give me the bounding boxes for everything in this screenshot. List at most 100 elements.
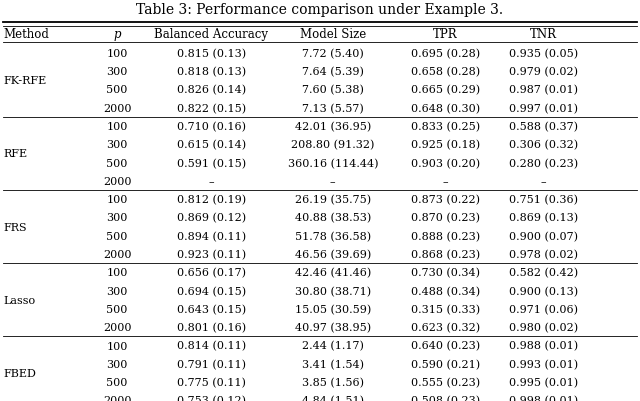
Text: 51.78 (36.58): 51.78 (36.58) xyxy=(295,231,371,241)
Text: 0.980 (0.02): 0.980 (0.02) xyxy=(509,322,579,332)
Text: 0.814 (0.11): 0.814 (0.11) xyxy=(177,340,246,351)
Text: 0.888 (0.23): 0.888 (0.23) xyxy=(410,231,480,241)
Text: 15.05 (30.59): 15.05 (30.59) xyxy=(294,304,371,314)
Text: 3.85 (1.56): 3.85 (1.56) xyxy=(302,377,364,387)
Text: 0.822 (0.15): 0.822 (0.15) xyxy=(177,103,246,113)
Text: 0.993 (0.01): 0.993 (0.01) xyxy=(509,359,579,369)
Text: 0.306 (0.32): 0.306 (0.32) xyxy=(509,140,579,150)
Text: 0.826 (0.14): 0.826 (0.14) xyxy=(177,85,246,95)
Text: 2.44 (1.17): 2.44 (1.17) xyxy=(302,340,364,351)
Text: 40.97 (38.95): 40.97 (38.95) xyxy=(295,322,371,332)
Text: 0.315 (0.33): 0.315 (0.33) xyxy=(410,304,480,314)
Text: 0.640 (0.23): 0.640 (0.23) xyxy=(410,340,480,351)
Text: 100: 100 xyxy=(106,122,128,132)
Text: 0.988 (0.01): 0.988 (0.01) xyxy=(509,340,579,351)
Text: 0.987 (0.01): 0.987 (0.01) xyxy=(509,85,578,95)
Text: 0.971 (0.06): 0.971 (0.06) xyxy=(509,304,578,314)
Text: 0.868 (0.23): 0.868 (0.23) xyxy=(410,249,480,259)
Text: 500: 500 xyxy=(106,377,128,387)
Text: 300: 300 xyxy=(106,286,128,296)
Text: RFE: RFE xyxy=(3,149,28,159)
Text: 2000: 2000 xyxy=(103,322,131,332)
Text: 0.869 (0.13): 0.869 (0.13) xyxy=(509,213,579,223)
Text: 0.903 (0.20): 0.903 (0.20) xyxy=(410,158,480,168)
Text: 2000: 2000 xyxy=(103,176,131,186)
Text: 0.582 (0.42): 0.582 (0.42) xyxy=(509,267,579,278)
Text: 0.815 (0.13): 0.815 (0.13) xyxy=(177,49,246,59)
Text: 0.508 (0.23): 0.508 (0.23) xyxy=(410,395,480,401)
Text: 0.588 (0.37): 0.588 (0.37) xyxy=(509,122,578,132)
Text: 0.900 (0.07): 0.900 (0.07) xyxy=(509,231,578,241)
Text: 0.643 (0.15): 0.643 (0.15) xyxy=(177,304,246,314)
Text: 0.656 (0.17): 0.656 (0.17) xyxy=(177,267,246,278)
Text: p: p xyxy=(113,28,121,41)
Text: FRS: FRS xyxy=(3,222,27,232)
Text: FBED: FBED xyxy=(3,368,36,378)
Text: 500: 500 xyxy=(106,304,128,314)
Text: 0.753 (0.12): 0.753 (0.12) xyxy=(177,395,246,401)
Text: 0.590 (0.21): 0.590 (0.21) xyxy=(410,359,480,369)
Text: 500: 500 xyxy=(106,85,128,95)
Text: Model Size: Model Size xyxy=(300,28,366,41)
Text: 7.60 (5.38): 7.60 (5.38) xyxy=(302,85,364,95)
Text: 40.88 (38.53): 40.88 (38.53) xyxy=(294,213,371,223)
Text: 0.894 (0.11): 0.894 (0.11) xyxy=(177,231,246,241)
Text: –: – xyxy=(330,176,335,186)
Text: 300: 300 xyxy=(106,359,128,369)
Text: 0.995 (0.01): 0.995 (0.01) xyxy=(509,377,579,387)
Text: 0.751 (0.36): 0.751 (0.36) xyxy=(509,194,578,205)
Text: 300: 300 xyxy=(106,67,128,77)
Text: 4.84 (1.51): 4.84 (1.51) xyxy=(302,395,364,401)
Text: 7.64 (5.39): 7.64 (5.39) xyxy=(302,67,364,77)
Text: 0.555 (0.23): 0.555 (0.23) xyxy=(410,377,480,387)
Text: 0.900 (0.13): 0.900 (0.13) xyxy=(509,286,579,296)
Text: 0.488 (0.34): 0.488 (0.34) xyxy=(410,286,480,296)
Text: 0.648 (0.30): 0.648 (0.30) xyxy=(410,103,480,113)
Text: 0.775 (0.11): 0.775 (0.11) xyxy=(177,377,246,387)
Text: 0.923 (0.11): 0.923 (0.11) xyxy=(177,249,246,259)
Text: 0.623 (0.32): 0.623 (0.32) xyxy=(410,322,480,332)
Text: 0.925 (0.18): 0.925 (0.18) xyxy=(410,140,480,150)
Text: 0.615 (0.14): 0.615 (0.14) xyxy=(177,140,246,150)
Text: TNR: TNR xyxy=(530,28,557,41)
Text: 42.01 (36.95): 42.01 (36.95) xyxy=(294,122,371,132)
Text: TPR: TPR xyxy=(433,28,458,41)
Text: 0.998 (0.01): 0.998 (0.01) xyxy=(509,395,579,401)
Text: Lasso: Lasso xyxy=(3,295,35,305)
Text: –: – xyxy=(541,176,547,186)
Text: 42.46 (41.46): 42.46 (41.46) xyxy=(294,267,371,278)
Text: 208.80 (91.32): 208.80 (91.32) xyxy=(291,140,374,150)
Text: 0.801 (0.16): 0.801 (0.16) xyxy=(177,322,246,332)
Text: Balanced Accuracy: Balanced Accuracy xyxy=(154,28,268,41)
Text: 500: 500 xyxy=(106,231,128,241)
Text: 360.16 (114.44): 360.16 (114.44) xyxy=(287,158,378,168)
Text: 0.694 (0.15): 0.694 (0.15) xyxy=(177,286,246,296)
Text: 46.56 (39.69): 46.56 (39.69) xyxy=(294,249,371,259)
Text: 2000: 2000 xyxy=(103,103,131,113)
Text: 0.979 (0.02): 0.979 (0.02) xyxy=(509,67,578,77)
Text: 26.19 (35.75): 26.19 (35.75) xyxy=(295,194,371,205)
Text: 0.730 (0.34): 0.730 (0.34) xyxy=(411,267,479,278)
Text: 2000: 2000 xyxy=(103,395,131,401)
Text: –: – xyxy=(442,176,448,186)
Text: 3.41 (1.54): 3.41 (1.54) xyxy=(302,359,364,369)
Text: 0.870 (0.23): 0.870 (0.23) xyxy=(411,213,479,223)
Text: FK-RFE: FK-RFE xyxy=(3,76,47,86)
Text: 0.873 (0.22): 0.873 (0.22) xyxy=(411,194,479,205)
Text: 0.710 (0.16): 0.710 (0.16) xyxy=(177,122,246,132)
Text: 0.791 (0.11): 0.791 (0.11) xyxy=(177,359,246,369)
Text: 100: 100 xyxy=(106,49,128,59)
Text: 0.658 (0.28): 0.658 (0.28) xyxy=(410,67,480,77)
Text: 0.978 (0.02): 0.978 (0.02) xyxy=(509,249,578,259)
Text: 0.591 (0.15): 0.591 (0.15) xyxy=(177,158,246,168)
Text: 100: 100 xyxy=(106,195,128,205)
Text: 300: 300 xyxy=(106,213,128,223)
Text: 0.935 (0.05): 0.935 (0.05) xyxy=(509,49,579,59)
Text: 7.72 (5.40): 7.72 (5.40) xyxy=(302,49,364,59)
Text: 0.997 (0.01): 0.997 (0.01) xyxy=(509,103,578,113)
Text: 0.833 (0.25): 0.833 (0.25) xyxy=(410,122,480,132)
Text: Table 3: Performance comparison under Example 3.: Table 3: Performance comparison under Ex… xyxy=(136,3,504,17)
Text: 500: 500 xyxy=(106,158,128,168)
Text: 0.695 (0.28): 0.695 (0.28) xyxy=(410,49,480,59)
Text: 300: 300 xyxy=(106,140,128,150)
